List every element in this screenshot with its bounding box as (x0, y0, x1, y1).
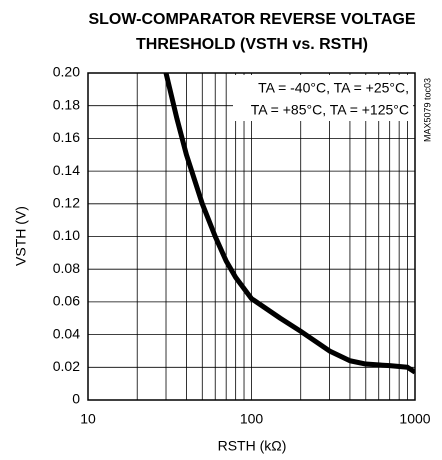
annotation-box (233, 75, 413, 121)
annotation: TA = -40°C, TA = +25°C, (258, 80, 409, 96)
y-tick-label: 0.18 (53, 96, 80, 112)
chart-title: THRESHOLD (VSTH vs. RSTH) (136, 36, 368, 53)
y-tick-label: 0.06 (53, 293, 80, 309)
y-tick-label: 0.02 (53, 358, 80, 374)
x-tick-label: 100 (240, 411, 264, 427)
side-note: MAX5079 toc03 (422, 78, 432, 142)
y-tick-label: 0.12 (53, 195, 80, 211)
y-tick-label: 0.08 (53, 260, 80, 276)
y-tick-label: 0.20 (53, 64, 80, 80)
line (163, 73, 415, 375)
x-tick-label: 1000 (399, 411, 430, 427)
y-tick-label: 0 (72, 391, 80, 407)
x-axis-label: RSTH (kΩ) (218, 438, 287, 454)
chart-title: SLOW-COMPARATOR REVERSE VOLTAGE (88, 11, 415, 28)
y-tick-label: 0.10 (53, 227, 80, 243)
y-tick-label: 0.04 (53, 325, 80, 341)
y-tick-label: 0.16 (53, 129, 80, 145)
plot-frame (87, 72, 416, 401)
y-axis-label: VSTH (V) (13, 206, 29, 266)
annotation: TA = +85°C, TA = +125°C (251, 102, 409, 118)
x-tick-label: 10 (80, 411, 96, 427)
y-tick-label: 0.14 (53, 162, 80, 178)
